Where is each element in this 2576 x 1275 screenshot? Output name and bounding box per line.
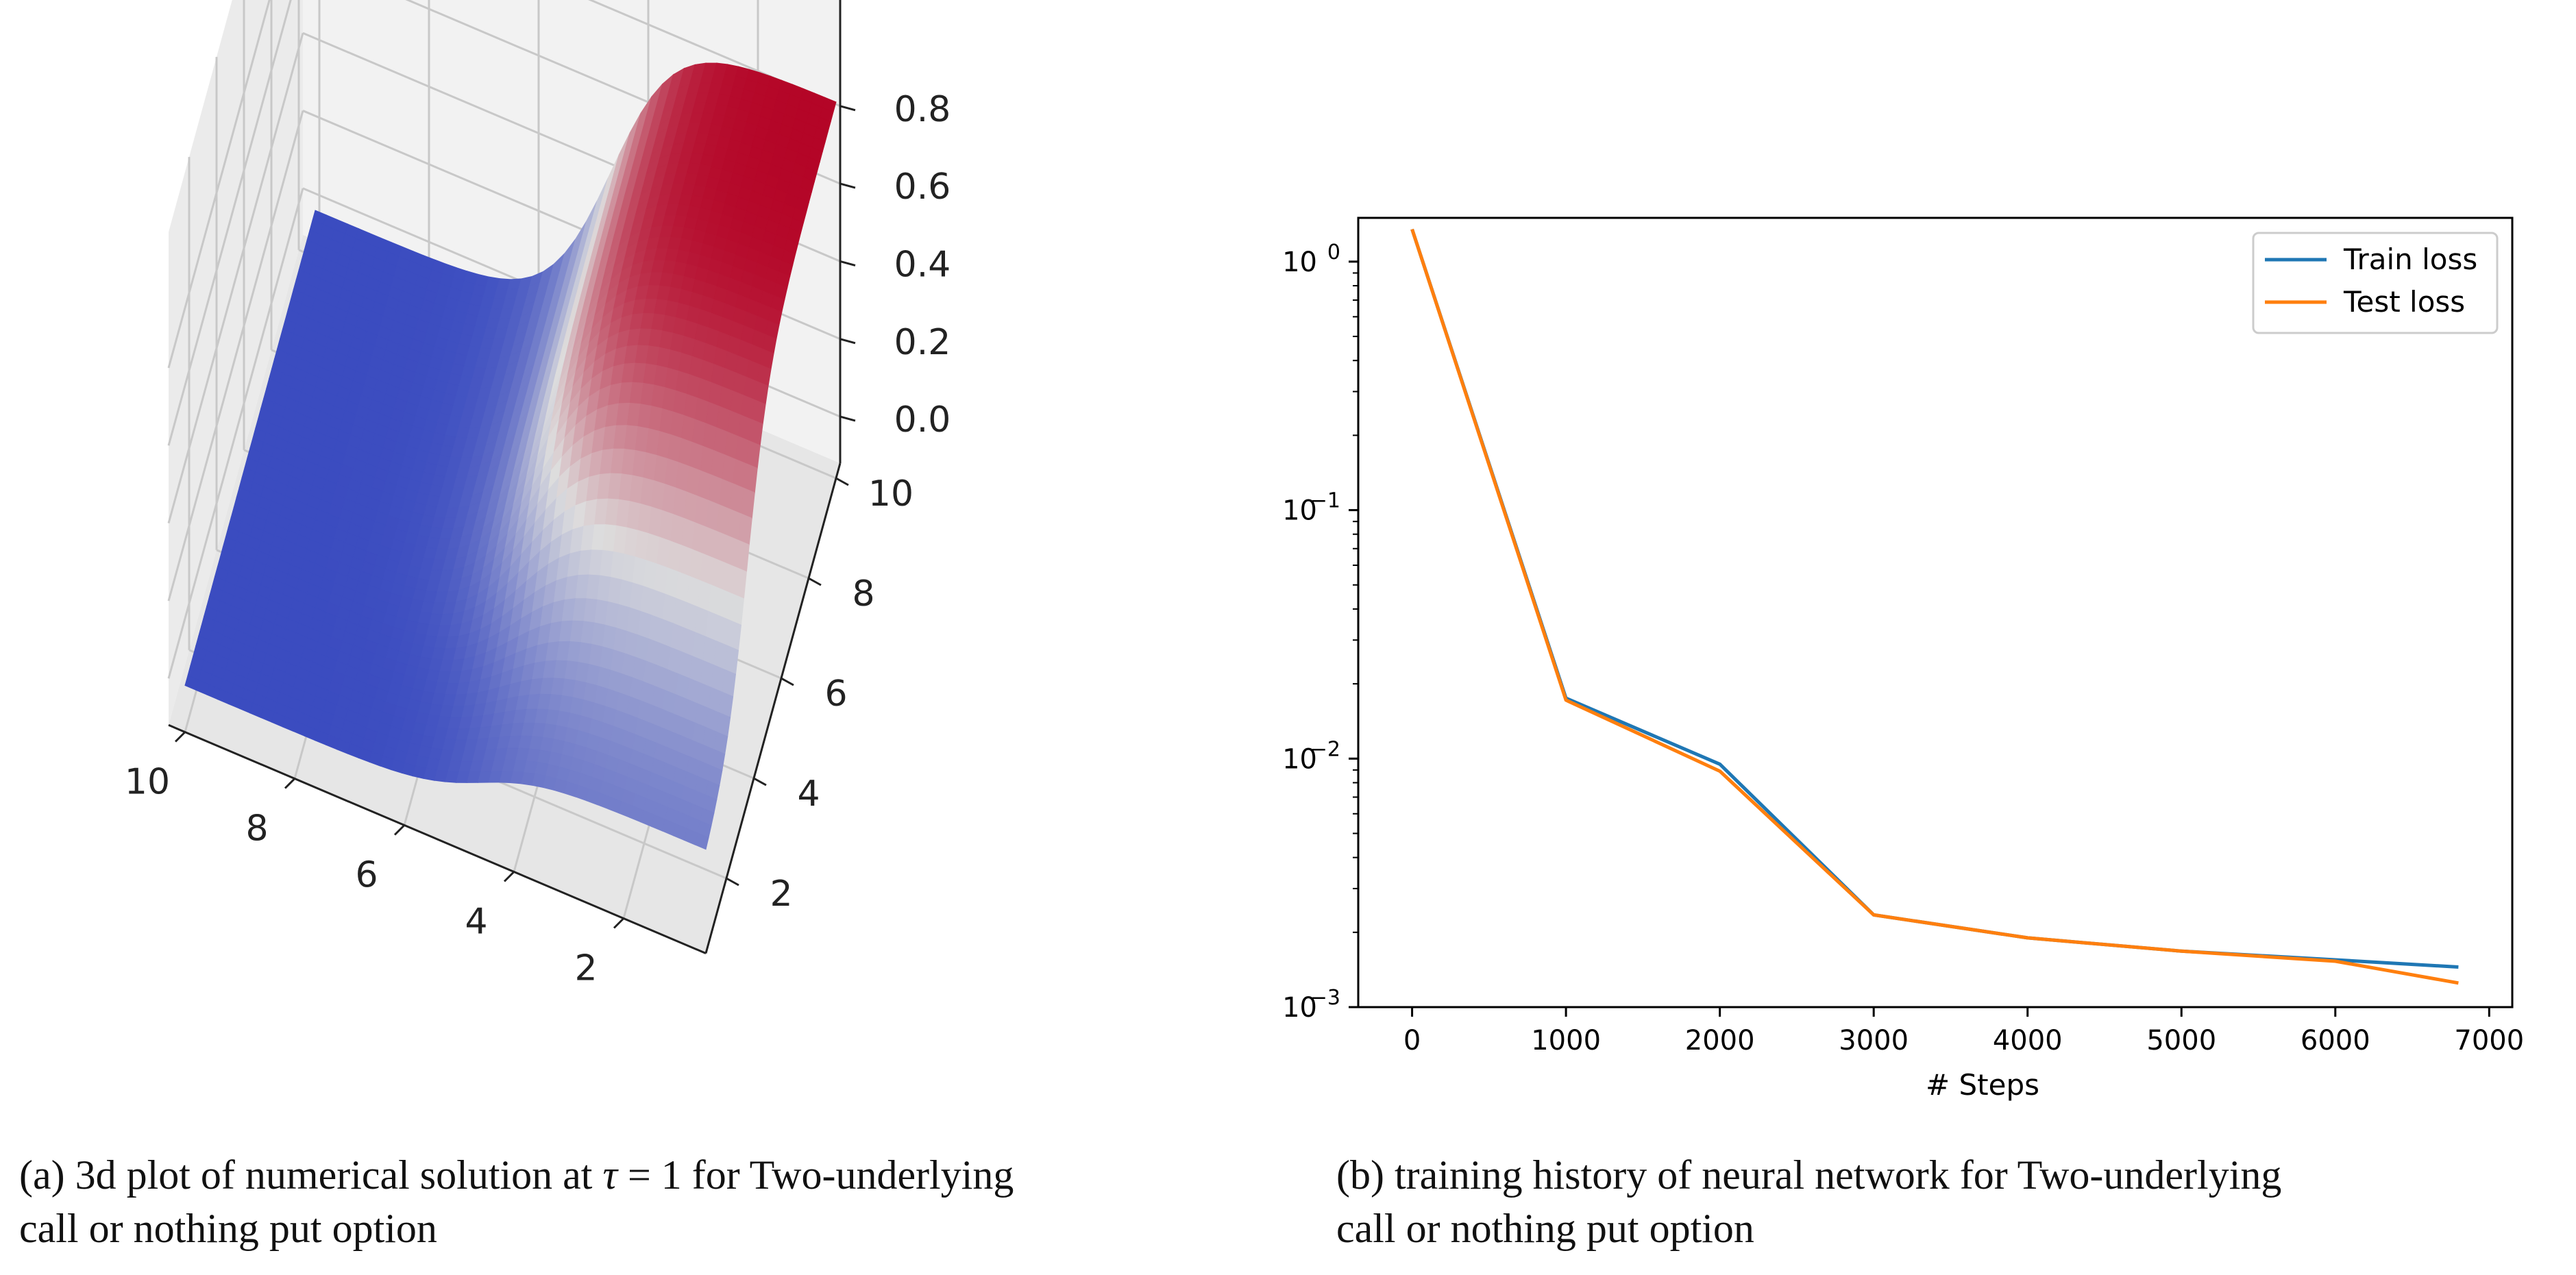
side-pane [169, 0, 303, 726]
caption-a-line1-pre: 3d plot of numerical solution at [75, 1152, 603, 1198]
caption-b-label: (b) [1336, 1152, 1384, 1198]
legend-label-test: Test loss [2343, 285, 2465, 319]
grid-line [167, 0, 292, 446]
x-tick-label: 1000 [1531, 1025, 1601, 1056]
series-lines [1410, 228, 2459, 985]
test-loss-line [1410, 228, 2459, 985]
grid-line [167, 0, 271, 369]
caption-b-line1: training history of neural network for T… [1394, 1152, 2282, 1198]
caption-a-line2: call or nothing put option [19, 1206, 437, 1251]
y-tick-exponent: −3 [1310, 986, 1340, 1010]
grid-line [167, 32, 304, 524]
plot-frame [1357, 216, 2514, 1008]
caption-b-line2: call or nothing put option [1336, 1206, 1754, 1251]
grid-line [588, 0, 841, 108]
x-tick-label: 4000 [1993, 1025, 2063, 1056]
grid-line [167, 188, 304, 679]
x-tick-label: 7000 [2454, 1025, 2524, 1056]
caption-a: (a) 3d plot of numerical solution at τ =… [19, 1148, 1014, 1255]
train-loss-line [1410, 228, 2459, 969]
legend-label-train: Train loss [2343, 243, 2477, 276]
x-axis-label: # Steps [1926, 1068, 2039, 1102]
y-tick-exponent: −1 [1310, 489, 1340, 513]
caption-a-eq: = 1 [617, 1152, 682, 1198]
grid-line [167, 110, 304, 602]
tau-symbol: τ [602, 1152, 617, 1198]
y-tick-label: 10 [1282, 247, 1317, 278]
surface-mesh [184, 62, 837, 850]
caption-b: (b) training history of neural network f… [1336, 1148, 2281, 1255]
x-tick-label: 6000 [2301, 1025, 2370, 1056]
y-tick-exponent: 0 [1327, 240, 1340, 264]
x-tick-label: 0 [1403, 1025, 1421, 1056]
caption-a-line1-post: for Two-underlying [681, 1152, 1014, 1198]
x-tick-label: 2000 [1685, 1025, 1755, 1056]
caption-a-label: (a) [19, 1152, 65, 1198]
x-tick-label: 3000 [1839, 1025, 1909, 1056]
y-tick-exponent: −2 [1310, 737, 1340, 761]
x-tick-label: 5000 [2146, 1025, 2216, 1056]
legend: Train loss Test loss [2252, 232, 2499, 334]
